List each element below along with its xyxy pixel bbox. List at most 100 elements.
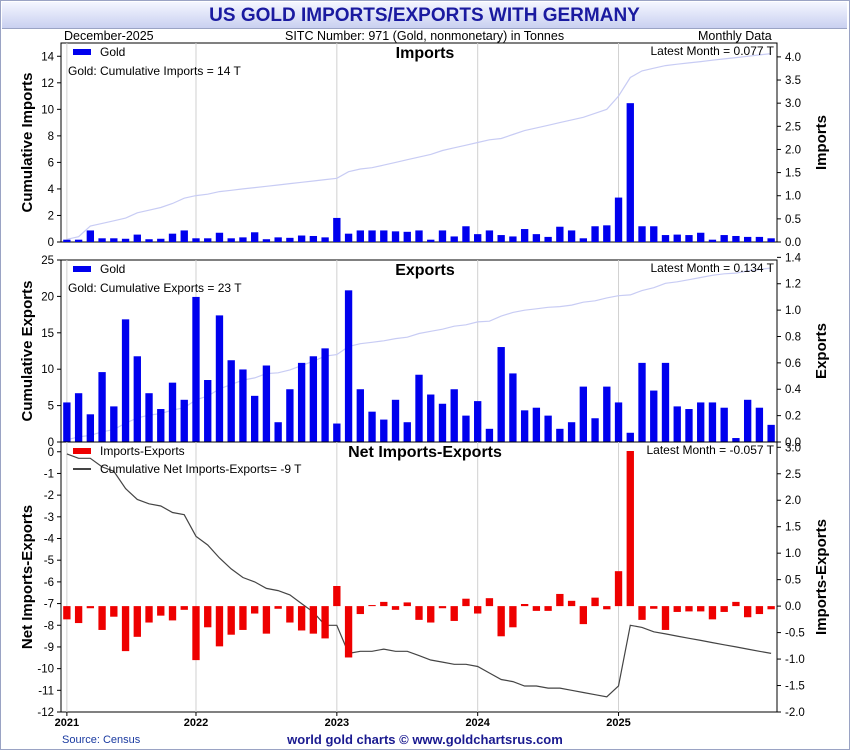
net-bar [297, 606, 306, 631]
net-bar [438, 606, 447, 609]
net-bar [755, 606, 764, 615]
bar [579, 386, 587, 442]
net-bar [215, 606, 224, 647]
bar [626, 432, 634, 442]
right-tick-label: 2.0 [785, 495, 801, 507]
bar [251, 395, 259, 442]
bar [286, 237, 294, 242]
bar [391, 399, 400, 442]
bar [215, 232, 224, 242]
net-bar [450, 606, 458, 621]
net-bar [262, 606, 271, 634]
bar [497, 347, 505, 442]
bar [732, 438, 740, 442]
right-tick-label: 4.0 [785, 52, 801, 64]
legend-label: Gold [100, 45, 125, 59]
x-tick-label: 2021 [55, 717, 79, 729]
net-bar [720, 606, 728, 612]
bar [485, 428, 494, 442]
net-bar [403, 602, 411, 607]
net-bar [380, 601, 388, 607]
right-tick-label: 0.0 [785, 601, 801, 613]
net-bar [192, 606, 200, 661]
bar [661, 235, 670, 242]
bar [614, 402, 623, 442]
panel-title: Net Imports-Exports [348, 444, 502, 461]
legend-swatch [73, 49, 91, 55]
net-bar [63, 606, 71, 620]
bar [544, 415, 552, 442]
right-axis-label: Exports [813, 323, 830, 379]
bar [755, 236, 764, 242]
bar [309, 235, 318, 242]
bar [297, 235, 306, 242]
bar [685, 409, 693, 442]
header-row: December-2025 SITC Number: 971 (Gold, no… [0, 29, 850, 43]
report-date: December-2025 [64, 29, 154, 43]
bar [98, 372, 106, 442]
x-tick-label: 2023 [325, 717, 349, 729]
bar [368, 411, 376, 442]
right-tick-label: 1.4 [785, 252, 802, 264]
left-tick-label: -11 [38, 685, 54, 697]
net-bar [180, 606, 188, 610]
net-bar [650, 606, 658, 609]
left-axis-label: Net Imports-Exports [19, 505, 36, 649]
credit-text: world gold charts © www.goldchartsrus.co… [287, 732, 563, 747]
net-bar [591, 597, 599, 607]
net-bar [157, 606, 165, 616]
bar [333, 423, 341, 442]
bar [368, 230, 376, 242]
left-tick-label: 15 [41, 328, 54, 340]
net-bar [251, 606, 259, 614]
bar [356, 230, 364, 242]
bar [192, 296, 200, 442]
bar [450, 389, 458, 442]
net-bar [391, 606, 400, 610]
left-tick-label: 5 [48, 401, 54, 413]
bar [356, 389, 364, 442]
latest-month-label: Latest Month = -0.057 T [646, 443, 774, 457]
bar [274, 422, 282, 442]
bar [63, 239, 71, 242]
bar [168, 233, 177, 242]
net-bar [98, 606, 106, 630]
net-bar [86, 606, 95, 609]
right-tick-label: 1.5 [785, 168, 801, 180]
bar [685, 235, 693, 242]
bar [497, 235, 505, 242]
bar [239, 237, 247, 242]
left-tick-label: 0 [48, 437, 54, 449]
right-axis-label: Imports-Exports [813, 519, 830, 635]
net-bar [121, 606, 130, 652]
net-bar [344, 606, 353, 658]
bar [227, 238, 235, 242]
left-tick-label: 0 [48, 237, 54, 249]
net-bar [239, 606, 247, 630]
net-bar [556, 593, 564, 607]
right-tick-label: 2.5 [785, 121, 801, 133]
net-bar [204, 606, 212, 628]
cumulative-annotation: Gold: Cumulative Exports = 23 T [68, 281, 242, 295]
left-tick-label: -1 [44, 468, 54, 480]
bar [74, 393, 83, 442]
bar [180, 399, 188, 442]
left-tick-label: -2 [44, 490, 54, 502]
bar [133, 234, 141, 242]
net-bar [168, 606, 177, 621]
net-bar [603, 606, 611, 610]
left-tick-label: 25 [41, 255, 54, 267]
bar [556, 226, 564, 242]
net-bar [732, 601, 740, 607]
bar [309, 356, 318, 442]
bar [743, 399, 752, 442]
bar [462, 226, 470, 242]
net-bar [227, 606, 235, 635]
legend-swatch [73, 266, 91, 272]
bar [520, 410, 529, 442]
bar [462, 415, 470, 442]
bar [227, 360, 235, 442]
bar [520, 229, 529, 242]
panel-title: Imports [396, 45, 455, 62]
